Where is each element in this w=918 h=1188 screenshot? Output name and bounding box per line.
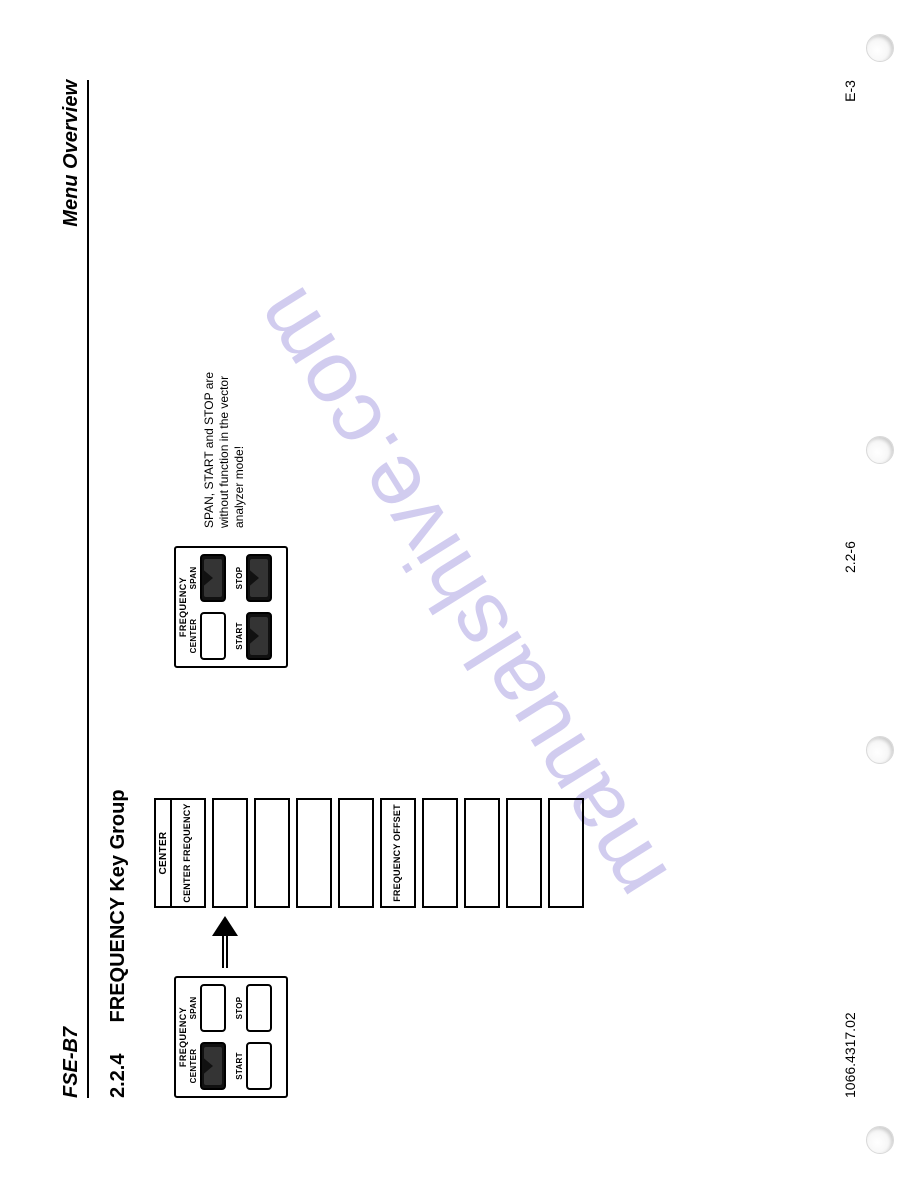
header-chapter: Menu Overview xyxy=(60,80,83,227)
section-number: 2.2.4 xyxy=(107,1028,130,1098)
menu-item-0[interactable]: CENTER FREQUENCY xyxy=(170,798,206,908)
section-title: 2.2.4 FREQUENCY Key Group xyxy=(107,80,130,1098)
key-center[interactable] xyxy=(200,1042,226,1090)
punch-hole-icon xyxy=(866,34,894,62)
key-span[interactable] xyxy=(200,984,226,1032)
menu-item-2[interactable] xyxy=(254,798,290,908)
page-content: FSE-B7 Menu Overview 2.2.4 FREQUENCY Key… xyxy=(60,80,858,1098)
key-start[interactable] xyxy=(246,1042,272,1090)
key-label-stop: STOP xyxy=(236,984,244,1032)
punch-hole-icon xyxy=(866,736,894,764)
menu-header: CENTER xyxy=(154,798,170,908)
key-label-span: SPAN xyxy=(190,984,198,1032)
menu-item-1[interactable] xyxy=(212,798,248,908)
key2-label-span: SPAN xyxy=(190,554,198,602)
key2-label-center: CENTER xyxy=(190,612,198,660)
key-label-start: START xyxy=(236,1042,244,1090)
menu-item-6[interactable] xyxy=(422,798,458,908)
header-model: FSE-B7 xyxy=(60,1027,83,1098)
footer-center: 2.2-6 xyxy=(842,541,858,573)
note-text: SPAN, START and STOP are without functio… xyxy=(202,338,247,528)
section-title-text: FREQUENCY Key Group xyxy=(107,789,129,1022)
page-footer: 1066.4317.02 2.2-6 E-3 xyxy=(842,80,858,1098)
key-group-right-title: FREQUENCY xyxy=(178,548,188,666)
key-group-left: FREQUENCY CENTER SPAN START STOP xyxy=(174,976,288,1098)
arrow-icon xyxy=(212,916,238,968)
key2-start[interactable] xyxy=(246,612,272,660)
punch-hole-icon xyxy=(866,1126,894,1154)
footer-left: 1066.4317.02 xyxy=(842,1012,858,1098)
page-header: FSE-B7 Menu Overview xyxy=(60,80,89,1098)
key-label-center: CENTER xyxy=(190,1042,198,1090)
menu-item-5[interactable]: FREQUENCY OFFSET xyxy=(380,798,416,908)
key-group-right: FREQUENCY CENTER SPAN START STOP xyxy=(174,546,288,668)
diagram-area: FREQUENCY CENTER SPAN START STOP xyxy=(154,80,674,1098)
key2-label-stop: STOP xyxy=(236,554,244,602)
menu-item-3[interactable] xyxy=(296,798,332,908)
punch-hole-icon xyxy=(866,436,894,464)
menu-item-9[interactable] xyxy=(548,798,584,908)
key2-stop[interactable] xyxy=(246,554,272,602)
footer-right: E-3 xyxy=(842,80,858,102)
key2-label-start: START xyxy=(236,612,244,660)
menu-item-8[interactable] xyxy=(506,798,542,908)
key-stop[interactable] xyxy=(246,984,272,1032)
softkey-menu: CENTER CENTER FREQUENCY FREQUENCY OFFSET xyxy=(154,798,584,908)
key-group-left-title: FREQUENCY xyxy=(178,978,188,1096)
menu-item-4[interactable] xyxy=(338,798,374,908)
key2-span[interactable] xyxy=(200,554,226,602)
key2-center[interactable] xyxy=(200,612,226,660)
menu-item-7[interactable] xyxy=(464,798,500,908)
